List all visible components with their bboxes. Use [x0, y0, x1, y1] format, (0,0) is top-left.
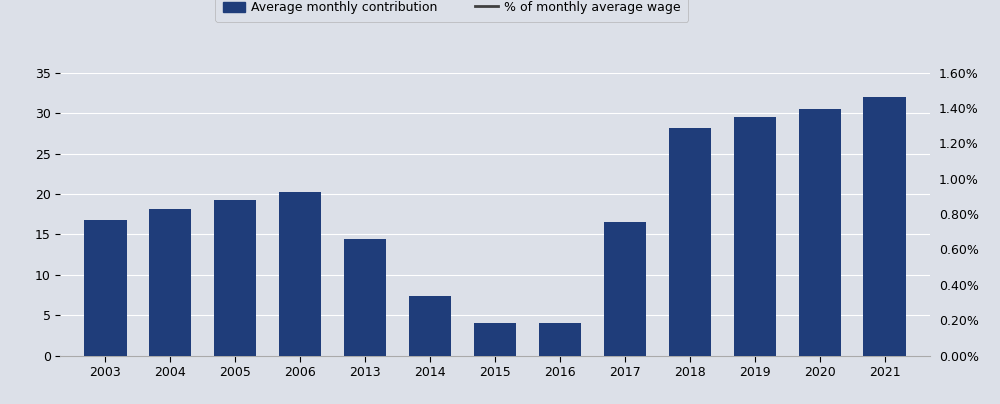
- Bar: [279, 192, 321, 356]
- Bar: [214, 200, 256, 356]
- Bar: [604, 222, 646, 356]
- Bar: [863, 97, 906, 356]
- Bar: [734, 117, 776, 356]
- Bar: [474, 323, 516, 356]
- Bar: [84, 220, 127, 356]
- Legend: Average monthly contribution, % of monthly average wage: Average monthly contribution, % of month…: [215, 0, 688, 21]
- Bar: [799, 109, 841, 356]
- Bar: [539, 323, 581, 356]
- Bar: [669, 128, 711, 356]
- Bar: [344, 239, 386, 356]
- Bar: [149, 209, 191, 356]
- Bar: [409, 296, 451, 356]
